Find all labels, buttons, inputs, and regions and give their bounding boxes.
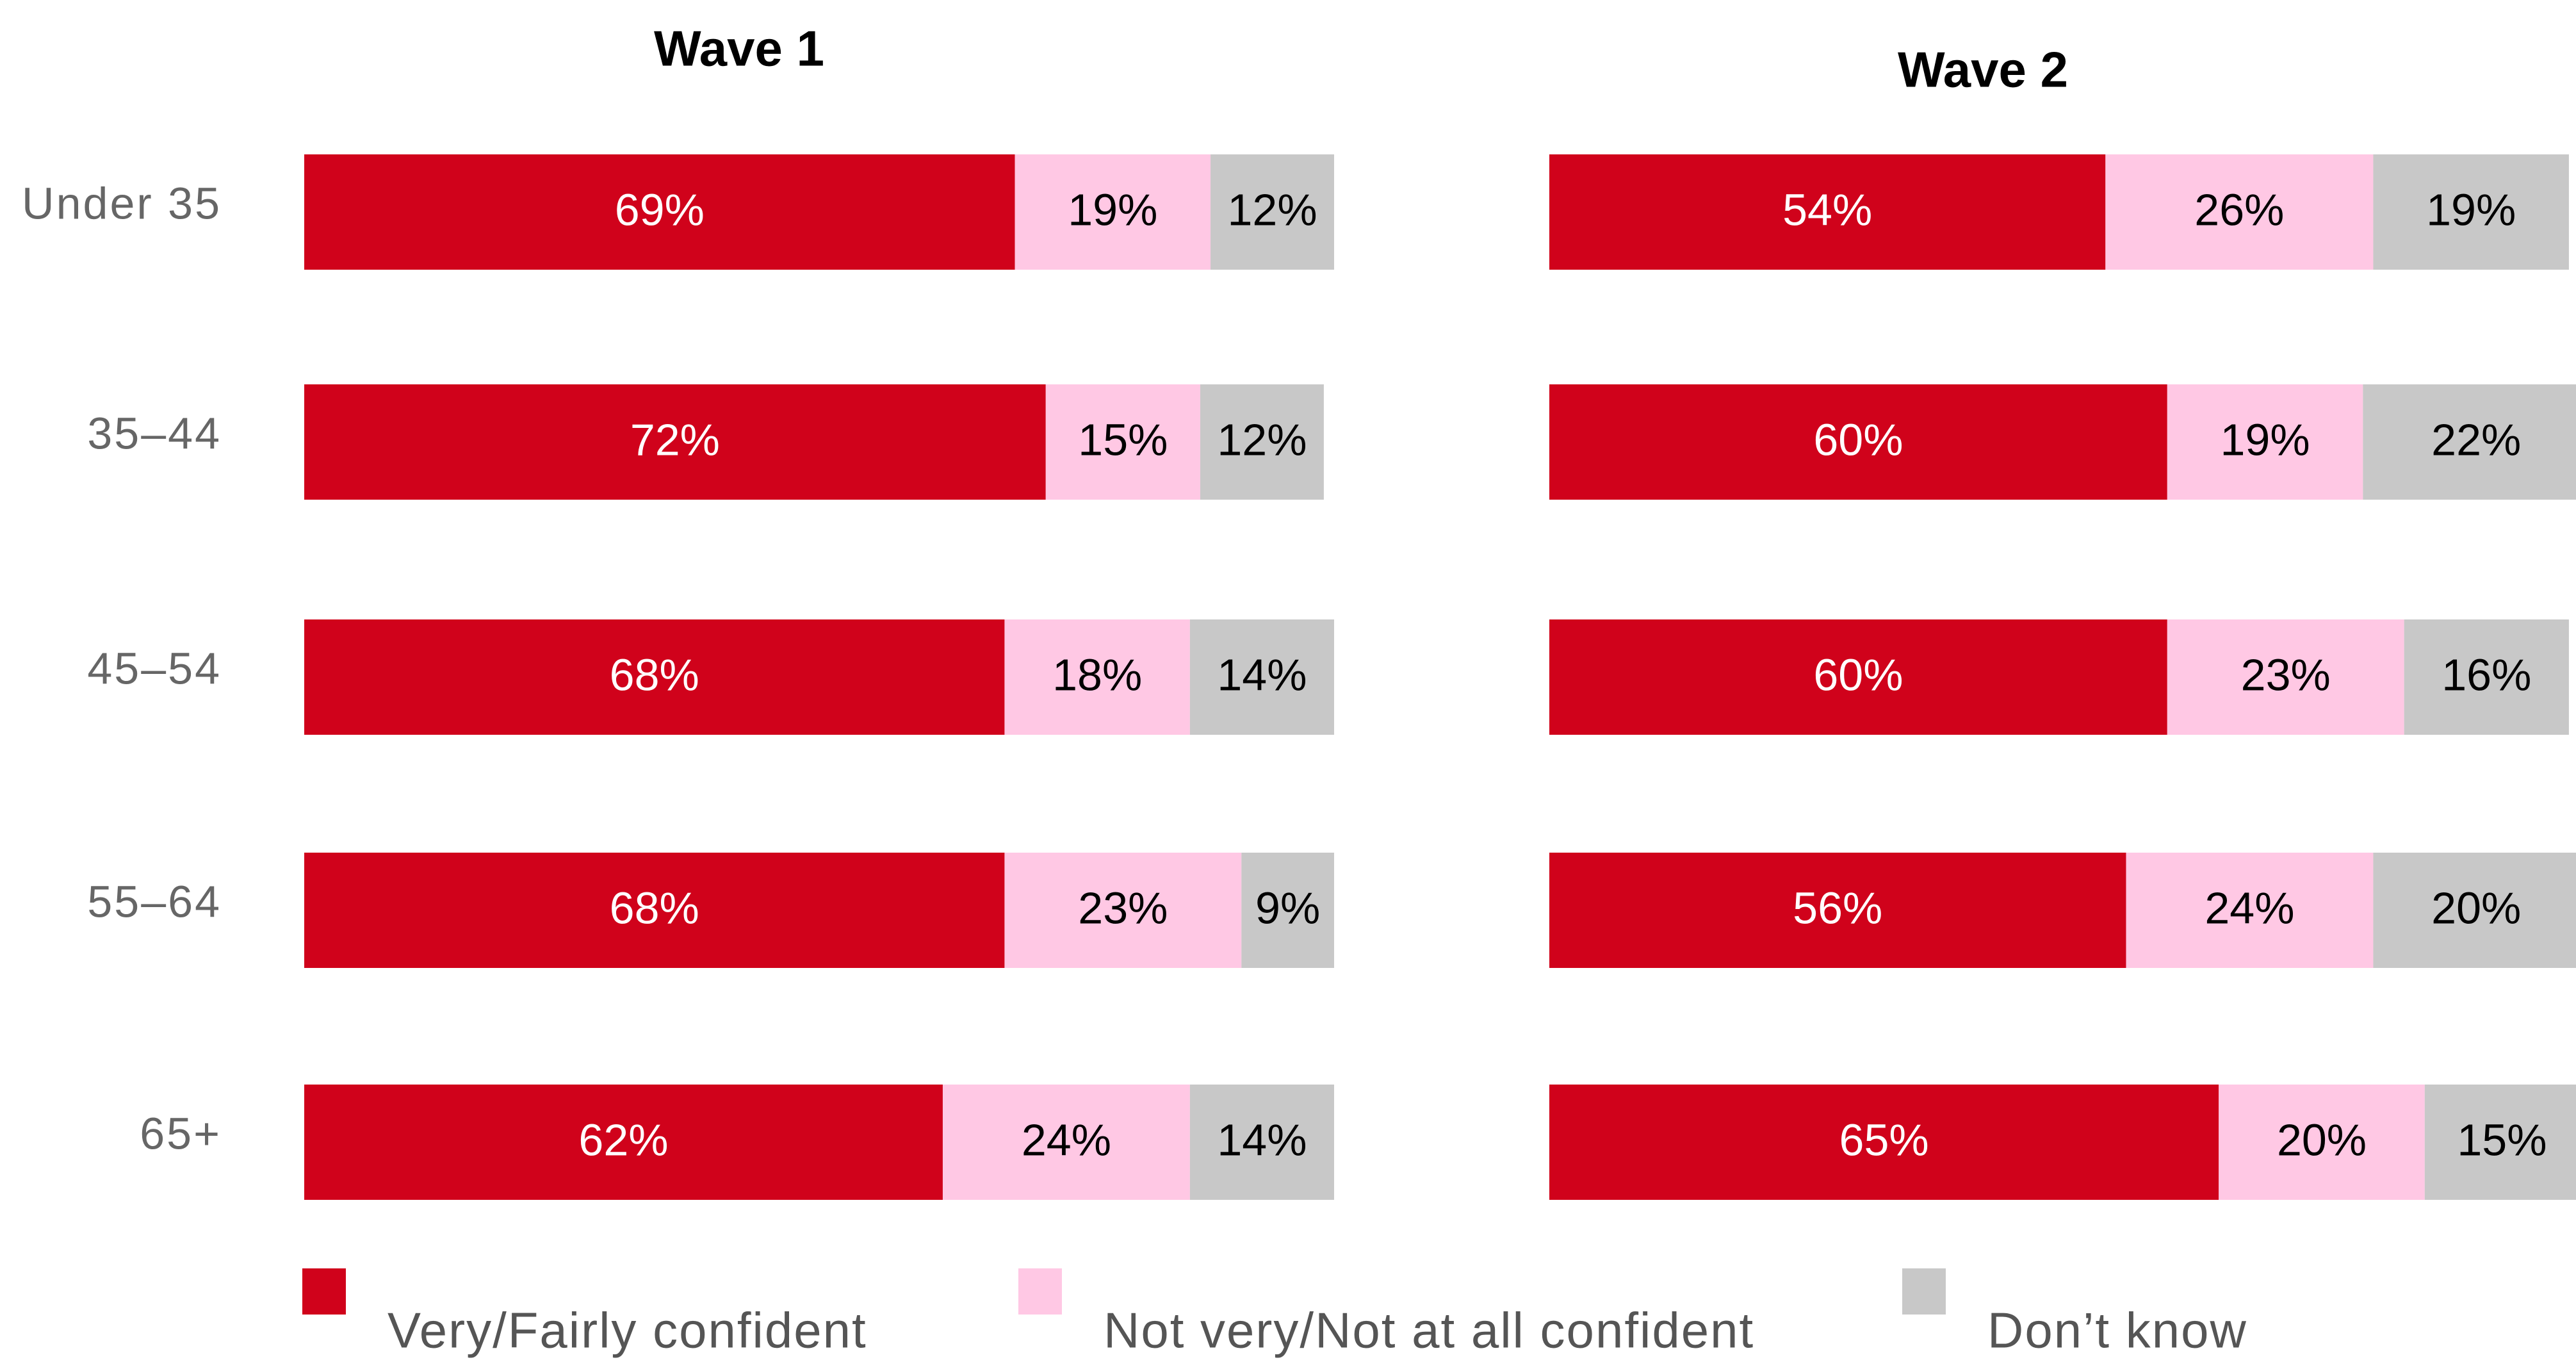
value-label: 15% [1078, 414, 1168, 464]
bar-segment [2219, 1085, 2425, 1200]
bar-segment [304, 384, 1046, 500]
bar-segment [1045, 384, 1200, 500]
legend-swatch [1018, 1268, 1062, 1315]
bar-segment [1549, 384, 2167, 500]
value-label: 20% [2277, 1115, 2367, 1165]
category-label: 45–54 [87, 643, 222, 693]
bar-segment [304, 154, 1015, 270]
value-label: 65% [1839, 1115, 1929, 1165]
legend-label: Very/Fairly confident [387, 1302, 867, 1359]
bar-segment [1241, 853, 1334, 968]
bar-segment [1200, 384, 1324, 500]
value-label: 9% [1255, 883, 1320, 933]
value-label: 60% [1813, 414, 1903, 464]
bar-segment [304, 853, 1005, 968]
value-label: 23% [2241, 650, 2331, 700]
bar-segment [2167, 384, 2363, 500]
bar-segment [2373, 154, 2569, 270]
legend-label: Not very/Not at all confident [1104, 1302, 1754, 1359]
legend-swatch [302, 1268, 346, 1315]
value-label: 68% [610, 883, 699, 933]
category-label: 35–44 [87, 408, 222, 458]
value-label: 19% [1068, 184, 1157, 234]
bar-segment [1015, 154, 1211, 270]
value-label: 23% [1078, 883, 1168, 933]
bar-segment [2363, 384, 2576, 500]
bar-segment [304, 1085, 943, 1200]
value-label: 69% [615, 184, 705, 234]
bar-segment [1211, 154, 1334, 270]
value-label: 26% [2194, 184, 2284, 234]
legend-swatch [1902, 1268, 1946, 1315]
value-label: 18% [1052, 650, 1142, 700]
chart-title: Wave 1 [654, 20, 824, 77]
bar-segment [304, 619, 1005, 735]
bar-segment [2126, 853, 2374, 968]
bar-segment [1189, 1085, 1334, 1200]
bar-segment [2424, 1085, 2576, 1200]
bar-segment [1549, 619, 2167, 735]
bar-segment [2167, 619, 2404, 735]
value-label: 14% [1217, 1115, 1307, 1165]
value-label: 15% [2457, 1115, 2547, 1165]
category-label: 55–64 [87, 876, 222, 926]
value-label: 19% [2221, 414, 2310, 464]
bar-segment [1004, 853, 1242, 968]
bar-segment [942, 1085, 1190, 1200]
bar-segment [1549, 853, 2126, 968]
bar-segment [1189, 619, 1334, 735]
value-label: 54% [1782, 184, 1872, 234]
legend-label: Don’t know [1987, 1302, 2247, 1359]
value-label: 19% [2426, 184, 2516, 234]
chart-title: Wave 2 [1898, 42, 2068, 98]
value-label: 20% [2431, 883, 2521, 933]
bar-segment [2105, 154, 2374, 270]
value-label: 56% [1793, 883, 1882, 933]
bar-segment [1549, 1085, 2219, 1200]
value-label: 22% [2431, 414, 2521, 464]
category-label: Under 35 [22, 178, 222, 228]
bar-segment [1549, 154, 2106, 270]
category-label: 65+ [140, 1108, 222, 1158]
value-label: 12% [1217, 414, 1307, 464]
bar-segment [1004, 619, 1190, 735]
value-label: 24% [2205, 883, 2294, 933]
value-label: 62% [578, 1115, 668, 1165]
value-label: 60% [1813, 650, 1903, 700]
bar-segment [2404, 619, 2569, 735]
value-label: 72% [630, 414, 720, 464]
value-label: 16% [2441, 650, 2531, 700]
value-label: 24% [1022, 1115, 1111, 1165]
value-label: 14% [1217, 650, 1307, 700]
value-label: 68% [610, 650, 699, 700]
bar-segment [2373, 853, 2576, 968]
value-label: 12% [1227, 184, 1317, 234]
